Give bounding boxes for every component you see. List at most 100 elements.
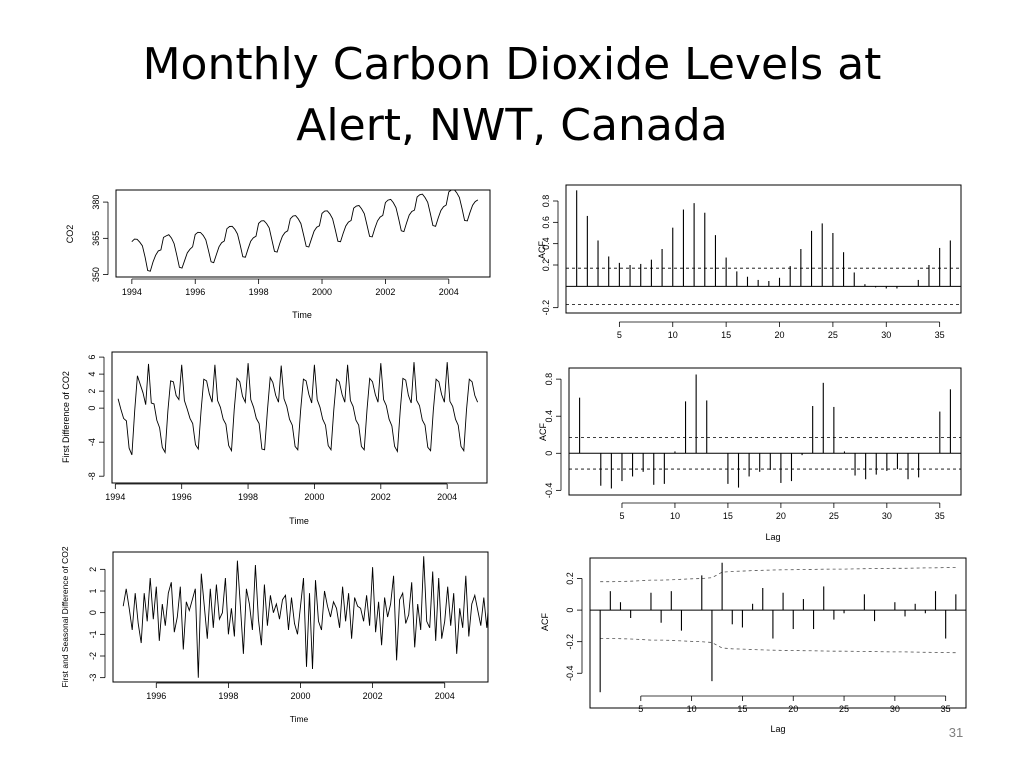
- x-tick-label: 1998: [218, 691, 238, 701]
- y-tick-label: 1: [88, 588, 98, 593]
- plot-area: [566, 190, 961, 305]
- y-axis: 350 365 380: [91, 195, 109, 282]
- x-tick-label: 5: [619, 511, 624, 521]
- x-axis-title: Lag: [765, 532, 780, 542]
- x-tick-label: 10: [670, 511, 680, 521]
- x-tick-label: 10: [687, 704, 697, 714]
- y-tick-label: 0.8: [541, 195, 551, 208]
- x-axis-title: Time: [289, 516, 309, 526]
- x-tick-label: 2002: [375, 287, 395, 297]
- confidence-line-upper: [600, 567, 956, 583]
- chart-acf-co2: 5 10 15 20 25 30 35 -0.2 0.2 0.4 0.6 0.8 ACF: [537, 184, 962, 340]
- x-axis: 5 10 15 20 25 30 35: [638, 695, 951, 714]
- x-axis: 1994 1996 1998 2000 2002 2004: [122, 278, 459, 297]
- x-tick-label: 1998: [249, 287, 269, 297]
- y-axis: -0.2 0.2 0.4 0.6 0.8: [541, 195, 559, 316]
- y-tick-label: 0.4: [544, 410, 554, 423]
- chart-acf-seasonal: 5 10 15 20 25 30 35 Lag -0.4 -0.2 0 0.2 ACF: [540, 557, 967, 734]
- y-axis: -8 -4 0 2 4 6: [87, 355, 105, 480]
- y-axis-title: ACF: [537, 240, 547, 259]
- x-tick-label: 25: [828, 330, 838, 340]
- x-tick-label: 2002: [371, 492, 391, 502]
- y-tick-label: -0.2: [565, 634, 575, 650]
- y-axis: -3 -2 -1 0 1 2: [88, 567, 106, 682]
- x-tick-label: 1996: [185, 287, 205, 297]
- x-tick-label: 1994: [105, 492, 125, 502]
- series-line: [131, 190, 479, 272]
- x-tick-label: 2004: [437, 492, 457, 502]
- y-tick-label: -4: [87, 438, 97, 446]
- x-tick-label: 20: [775, 330, 785, 340]
- x-tick-label: 2004: [439, 287, 459, 297]
- y-tick-label: -0.4: [544, 483, 554, 499]
- y-axis-title: CO2: [65, 225, 75, 244]
- x-tick-label: 25: [839, 704, 849, 714]
- x-tick-label: 1998: [238, 492, 258, 502]
- plot-area: [569, 374, 961, 489]
- y-tick-label: 380: [91, 195, 101, 210]
- x-tick-label: 2000: [304, 492, 324, 502]
- y-axis: -0.4 -0.2 0 0.2: [565, 572, 583, 682]
- x-axis: 5 10 15 20 25 30 35: [617, 321, 945, 340]
- x-tick-label: 35: [935, 511, 945, 521]
- x-axis-title: Time: [290, 714, 309, 724]
- series-line: [117, 362, 479, 456]
- x-tick-label: 20: [788, 704, 798, 714]
- y-axis-title: ACF: [538, 422, 548, 441]
- y-tick-label: 350: [91, 267, 101, 282]
- plot-frame: [115, 189, 491, 278]
- y-tick-label: 0: [88, 610, 98, 615]
- chart-ts-diff1: 1994 1996 1998 2000 2002 2004 Time -8 -4 0 2 4 6 Firs…: [61, 351, 488, 526]
- y-tick-label: 2: [88, 567, 98, 572]
- x-axis: 1996 1998 2000 2002 2004: [146, 682, 455, 701]
- plot-frame: [568, 367, 962, 496]
- x-axis-title: Lag: [770, 724, 785, 734]
- x-tick-label: 1994: [122, 287, 142, 297]
- y-tick-label: 0.2: [541, 259, 551, 272]
- plot-frame: [111, 351, 488, 484]
- chart-ts-seasonal: 1996 1998 2000 2002 2004 Time -3 -2 -1 0 1 2 First a…: [60, 546, 489, 724]
- plot-area: [122, 556, 488, 678]
- x-tick-label: 1996: [146, 691, 166, 701]
- x-tick-label: 20: [776, 511, 786, 521]
- y-tick-label: 0.6: [541, 216, 551, 229]
- x-axis-title: Time: [292, 310, 312, 320]
- page-number: 31: [948, 725, 964, 740]
- chart-ts-co2: 1994 1996 1998 2000 2002 2004 Time 350 365 380 CO2: [65, 189, 491, 320]
- plot-area: [117, 362, 479, 456]
- y-tick-label: -8: [87, 472, 97, 480]
- x-axis: 1994 1996 1998 2000 2002 2004: [105, 483, 457, 502]
- y-tick-label: -2: [88, 652, 98, 660]
- x-tick-label: 5: [617, 330, 622, 340]
- y-tick-label: 365: [91, 231, 101, 246]
- chart-acf-diff1: 5 10 15 20 25 30 35 Lag -0.4 0 0.4 0.8 ACF: [538, 367, 962, 542]
- plot-frame: [565, 184, 962, 314]
- y-tick-label: 6: [87, 355, 97, 360]
- x-tick-label: 2000: [290, 691, 310, 701]
- plot-frame: [589, 557, 967, 709]
- y-tick-label: 0: [87, 406, 97, 411]
- y-tick-label: 0: [544, 451, 554, 456]
- x-tick-label: 35: [941, 704, 951, 714]
- y-axis: -0.4 0 0.4 0.8: [544, 373, 562, 499]
- y-tick-label: 0.8: [544, 373, 554, 386]
- x-tick-label: 30: [881, 330, 891, 340]
- y-axis-title: First Difference of CO2: [61, 371, 71, 463]
- x-tick-label: 25: [829, 511, 839, 521]
- x-tick-label: 10: [668, 330, 678, 340]
- y-tick-label: 2: [87, 389, 97, 394]
- plot-frame: [112, 551, 489, 683]
- x-tick-label: 2000: [312, 287, 332, 297]
- y-tick-label: 4: [87, 372, 97, 377]
- y-tick-label: -0.4: [565, 666, 575, 682]
- y-tick-label: -0.2: [541, 300, 551, 316]
- x-tick-label: 15: [737, 704, 747, 714]
- y-tick-label: 0.4: [541, 237, 551, 250]
- x-tick-label: 1996: [172, 492, 192, 502]
- y-tick-label: 0: [565, 608, 575, 613]
- plot-area: [590, 562, 966, 693]
- y-tick-label: 0.2: [565, 572, 575, 585]
- x-tick-label: 35: [935, 330, 945, 340]
- x-axis: 5 10 15 20 25 30 35: [619, 502, 945, 521]
